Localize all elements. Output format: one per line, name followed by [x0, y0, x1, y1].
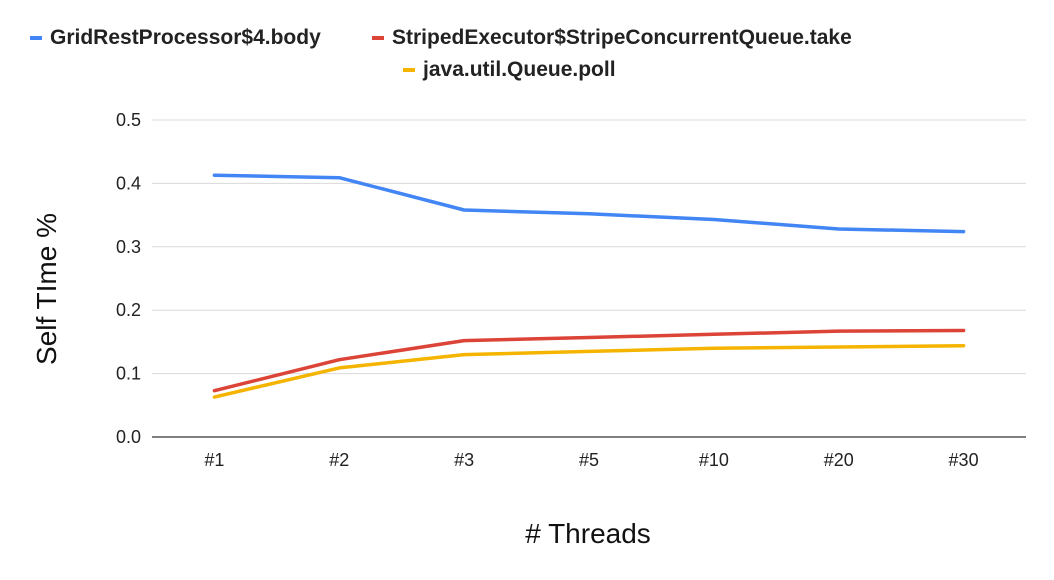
legend-item: java.util.Queue.poll [403, 58, 616, 81]
legend-item: StripedExecutor$StripeConcurrentQueue.ta… [372, 26, 852, 49]
y-tick-label: 0.3 [116, 237, 141, 257]
legend-item: GridRestProcessor$4.body [30, 26, 321, 49]
x-tick-label: #30 [949, 450, 979, 470]
x-axis-ticks: #1 #2 #3 #5 #10 #20 #30 [204, 450, 978, 470]
legend-label: GridRestProcessor$4.body [50, 26, 321, 49]
legend-label: StripedExecutor$StripeConcurrentQueue.ta… [392, 26, 852, 49]
series-line [212, 328, 966, 393]
x-tick-label: #3 [454, 450, 474, 470]
y-tick-label: 0.4 [116, 173, 141, 193]
x-tick-label: #1 [204, 450, 224, 470]
y-tick-label: 0.2 [116, 300, 141, 320]
y-tick-label: 0.5 [116, 110, 141, 130]
x-tick-label: #2 [329, 450, 349, 470]
series-line [212, 173, 966, 234]
y-tick-label: 0.0 [116, 427, 141, 447]
y-axis-ticks: 0.0 0.1 0.2 0.3 0.4 0.5 [116, 110, 141, 447]
x-tick-label: #10 [699, 450, 729, 470]
series-line [212, 343, 966, 399]
y-tick-label: 0.1 [116, 364, 141, 384]
x-axis-title: # Threads [525, 518, 651, 549]
gridlines [152, 119, 1026, 438]
series-lines [212, 173, 966, 399]
legend: GridRestProcessor$4.body StripedExecutor$… [30, 26, 852, 81]
y-axis-title: Self TIme % [31, 213, 62, 365]
legend-label: java.util.Queue.poll [422, 58, 616, 81]
x-tick-label: #5 [579, 450, 599, 470]
x-tick-label: #20 [824, 450, 854, 470]
